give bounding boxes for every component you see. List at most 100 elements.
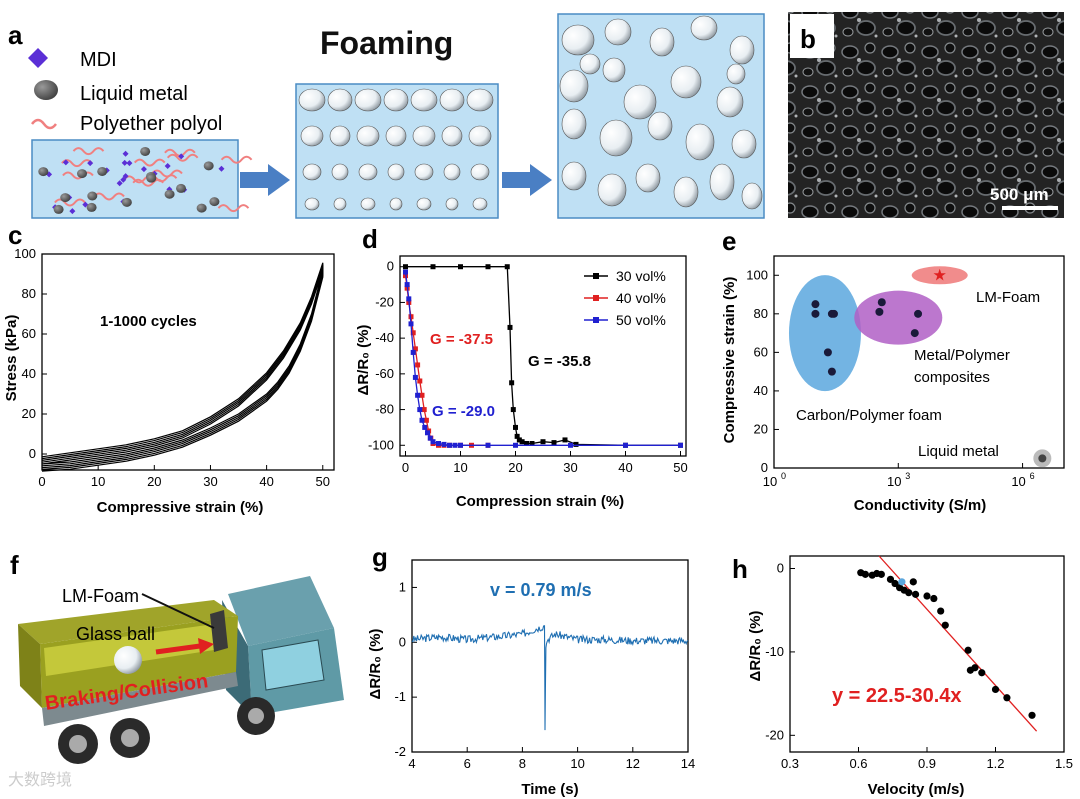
polyol-chain	[217, 204, 250, 213]
data-point	[412, 374, 418, 380]
data-point	[430, 264, 436, 270]
legend-50vol: 50 vol%	[616, 312, 666, 328]
bubble	[731, 129, 757, 159]
star-icon	[933, 268, 946, 281]
metal-droplet	[203, 161, 214, 171]
data-point	[421, 407, 427, 413]
bubble	[726, 63, 746, 85]
y-tick-label: -2	[394, 744, 406, 759]
chart-d-ylabel: ΔR/R₀ (%)	[355, 325, 372, 396]
legend-mdi: MDI	[28, 48, 117, 71]
metal-droplet	[38, 167, 49, 177]
metal-droplet	[86, 202, 97, 212]
panel-d: d 0 10 20 30 40 50 0 -20 -40 -60 -80 -100 Compressi…	[355, 224, 688, 510]
data-point	[507, 324, 513, 330]
data-point	[458, 442, 463, 448]
panel-a: a Foaming MDI Liquid metal Polyether pol…	[8, 13, 765, 219]
metal-droplet	[87, 191, 98, 201]
mdi-particle	[126, 160, 133, 167]
x-tick-label: 12	[626, 756, 640, 771]
x-tick-exponent: 3	[905, 471, 910, 481]
glass-ball	[114, 646, 142, 674]
watermark: 大数跨境	[8, 770, 72, 789]
bubble	[327, 88, 353, 112]
foam-final-bubbles	[559, 15, 763, 210]
bubble	[445, 197, 459, 211]
data-point	[425, 430, 430, 436]
polyol-chain	[72, 147, 105, 156]
panel-g: g 4 6 8 10 12 14 -2 -1 0 1 Time (s) ΔR/R₀ (%) v =…	[367, 542, 695, 798]
data-point	[509, 380, 515, 386]
plot-frame	[789, 555, 1065, 753]
data-point	[404, 282, 410, 288]
data-point	[909, 578, 917, 586]
data-point	[412, 346, 418, 352]
lm-foam-plate	[210, 610, 228, 652]
data-point	[971, 664, 979, 672]
mdi-particle	[140, 166, 147, 173]
mdi-particle	[116, 180, 123, 187]
panel-f: f LM-Foam Glas	[8, 550, 344, 789]
data-point	[1038, 454, 1047, 463]
fit-line	[878, 555, 1038, 732]
data-point	[417, 378, 423, 384]
legend-30vol: 30 vol%	[616, 268, 666, 284]
data-point	[891, 579, 899, 588]
data-point	[568, 442, 573, 448]
data-point	[422, 424, 428, 430]
y-tick-label: -40	[375, 330, 394, 345]
x-tick-label: 10	[570, 756, 584, 771]
chart-h: 0.3 0.6 0.9 1.2 1.5 0 -10 -20	[765, 555, 1073, 771]
data-point	[419, 392, 425, 398]
x-tick-label: 10	[91, 474, 105, 489]
scale-bar	[1002, 206, 1058, 210]
x-tick-label: 0.3	[781, 756, 799, 771]
data-point	[827, 367, 836, 376]
bubble	[329, 125, 351, 147]
legend-liquid-metal: Liquid metal	[34, 80, 188, 105]
data-point	[877, 570, 885, 578]
bubble	[472, 197, 488, 211]
x-tick-label: 40	[618, 460, 632, 475]
bubble	[741, 182, 763, 210]
data-point	[811, 300, 820, 309]
panel-letter-a: a	[8, 20, 23, 50]
chart-d-annotation-30: G = -35.8	[528, 353, 591, 370]
bubble	[623, 84, 657, 120]
y-tick-label: 0	[761, 460, 768, 475]
bubble	[414, 163, 434, 181]
mdi-particle	[69, 208, 76, 215]
bubble	[333, 197, 347, 211]
data-point	[441, 441, 447, 447]
data-point	[415, 362, 421, 368]
y-tick-label: 100	[746, 267, 768, 282]
data-point	[964, 646, 972, 654]
x-tick-label: 0.6	[849, 756, 867, 771]
chart-g-ylabel: ΔR/R₀ (%)	[367, 629, 384, 700]
x-tick-label: 4	[408, 756, 415, 771]
chart-c: 0 10 20 30 40 50 0 20 40 60 80 100	[14, 246, 335, 489]
x-tick-label: 0	[38, 474, 45, 489]
legend-polyol: Polyether polyol	[31, 113, 222, 135]
chart-c-ylabel: Stress (kPa)	[3, 315, 20, 402]
mdi-particle	[218, 165, 225, 172]
polyol-chain	[62, 171, 94, 180]
bubble	[602, 57, 626, 83]
x-tick-label: 30	[563, 460, 577, 475]
scale-bar-label: 500 μm	[990, 185, 1049, 204]
bubble	[331, 163, 349, 181]
data-point	[886, 575, 895, 583]
x-tick-exponent: 6	[1030, 471, 1035, 481]
data-point	[540, 439, 546, 445]
data-point	[877, 298, 886, 307]
data-point	[410, 330, 416, 336]
bubble	[412, 125, 436, 147]
data-point	[861, 570, 869, 578]
y-tick-label: -1	[394, 689, 406, 704]
data-point	[623, 442, 628, 448]
legend-polyol-label: Polyether polyol	[80, 113, 222, 135]
bubble	[385, 125, 407, 147]
metal-droplet	[209, 197, 220, 207]
